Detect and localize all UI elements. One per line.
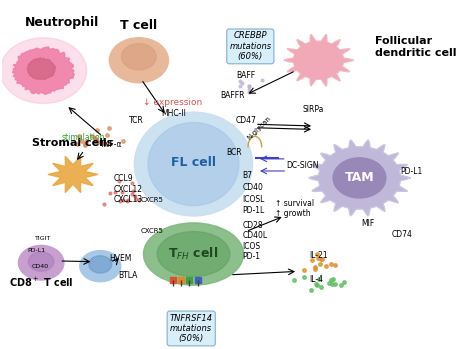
Text: PD-1L: PD-1L <box>242 206 264 215</box>
Text: Follicular
dendritic cell: Follicular dendritic cell <box>375 36 457 58</box>
Ellipse shape <box>148 122 239 206</box>
Circle shape <box>0 38 87 104</box>
Polygon shape <box>12 47 74 94</box>
Text: MHC-II: MHC-II <box>162 109 187 118</box>
Text: CD28: CD28 <box>242 221 263 230</box>
Text: TNF-α: TNF-α <box>100 140 123 149</box>
Ellipse shape <box>144 223 244 285</box>
Text: CD74: CD74 <box>392 230 412 239</box>
Text: ↓ expression: ↓ expression <box>144 98 203 107</box>
Text: T$_{FH}$ cell: T$_{FH}$ cell <box>168 246 219 262</box>
Text: ICOSL: ICOSL <box>242 195 264 204</box>
Polygon shape <box>27 58 55 80</box>
Text: CD47: CD47 <box>235 116 256 125</box>
Text: Neutrophil: Neutrophil <box>25 16 100 29</box>
Text: HVEM: HVEM <box>109 254 132 263</box>
Text: TAM: TAM <box>345 171 374 184</box>
Ellipse shape <box>157 231 230 276</box>
Text: IL-21: IL-21 <box>310 251 328 260</box>
Circle shape <box>18 245 64 280</box>
Text: CD40: CD40 <box>242 183 263 192</box>
Ellipse shape <box>134 112 253 216</box>
Text: PD-1: PD-1 <box>242 252 260 261</box>
Text: PD-L1: PD-L1 <box>27 248 46 253</box>
Text: Stromal cells: Stromal cells <box>32 139 114 148</box>
Text: SIRPa: SIRPa <box>302 105 324 114</box>
Text: CREBBP
mutations
(60%): CREBBP mutations (60%) <box>229 31 272 61</box>
Text: DC-SIGN: DC-SIGN <box>287 161 319 170</box>
Text: TCR: TCR <box>129 116 144 125</box>
Polygon shape <box>284 34 354 86</box>
Text: B7: B7 <box>242 171 252 180</box>
Text: CXCR5: CXCR5 <box>141 197 164 203</box>
Text: CCL9
CXCL12
CXCL13: CCL9 CXCL12 CXCL13 <box>114 174 143 204</box>
Circle shape <box>89 256 111 273</box>
Text: T cell: T cell <box>120 19 157 32</box>
Text: FL cell: FL cell <box>171 156 216 169</box>
Polygon shape <box>48 156 98 193</box>
Text: N-glycan: N-glycan <box>246 115 273 141</box>
Circle shape <box>333 158 386 198</box>
Text: TIGIT: TIGIT <box>35 236 52 241</box>
Text: CD8$^+$ T cell: CD8$^+$ T cell <box>9 276 73 289</box>
Circle shape <box>122 44 156 70</box>
Text: BCR: BCR <box>227 148 242 157</box>
Text: IL-4: IL-4 <box>310 275 323 284</box>
Circle shape <box>109 38 168 83</box>
Text: BTLA: BTLA <box>118 271 138 280</box>
Text: CXCR5: CXCR5 <box>141 228 164 234</box>
Text: MIF: MIF <box>362 220 375 228</box>
Text: ICOS: ICOS <box>242 242 260 251</box>
Polygon shape <box>310 140 410 216</box>
Text: BAFFR: BAFFR <box>220 91 245 100</box>
Circle shape <box>28 252 54 272</box>
Text: CD40L: CD40L <box>242 231 267 240</box>
Text: stimulation: stimulation <box>62 133 105 142</box>
Text: BAFF: BAFF <box>236 70 255 80</box>
Text: CD40: CD40 <box>32 264 49 269</box>
Circle shape <box>80 251 121 282</box>
Text: PD-L1: PD-L1 <box>401 168 423 177</box>
Text: ↑ survival
↑ growth: ↑ survival ↑ growth <box>275 199 314 218</box>
Text: TNFRSF14
mutations
(50%): TNFRSF14 mutations (50%) <box>170 313 213 343</box>
